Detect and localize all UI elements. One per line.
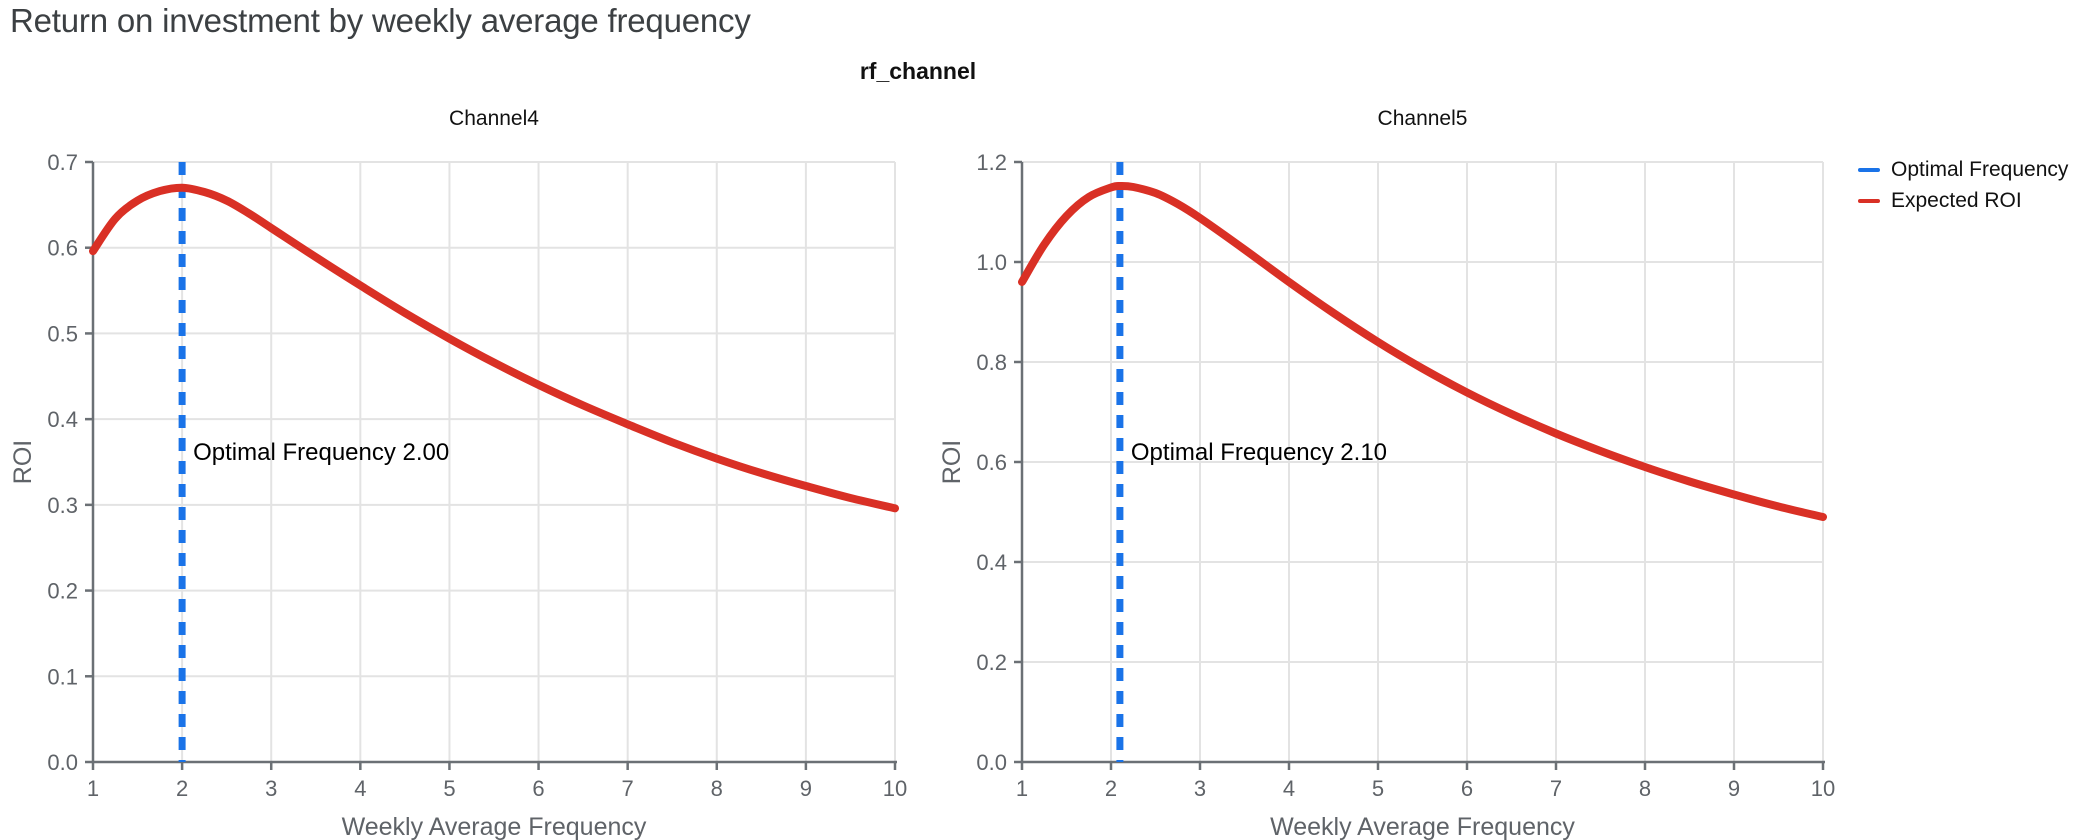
x-tick-label: 9	[1728, 776, 1740, 801]
y-tick-label: 0.7	[47, 150, 78, 175]
subplot-title: Channel4	[449, 107, 539, 130]
x-tick-label: 1	[87, 776, 99, 801]
y-tick-label: 0.2	[47, 579, 78, 604]
y-tick-label: 0.2	[976, 650, 1007, 675]
page-title: Return on investment by weekly average f…	[10, 2, 751, 39]
expected-roi-curve	[1018, 181, 1827, 521]
facet-title: rf_channel	[859, 58, 977, 84]
x-tick-label: 4	[1283, 776, 1295, 801]
x-tick-label: 10	[1811, 776, 1835, 801]
x-axis-title: Weekly Average Frequency	[342, 813, 647, 840]
subplot-Channel4: 1 2 3 4 5 6 7 8 9 10 0.0 0.1 0.2 0.3 0.4 0.5 0.6 0.7 Weekl…	[9, 107, 907, 840]
subplot-Channel5: 1 2 3 4 5 6 7 8 9 10 0.0 0.2 0.4 0.6 0.8 1.0 1.2 Weekly A…	[938, 107, 1835, 840]
subplot-title: Channel5	[1378, 107, 1468, 130]
optimal-frequency-annotation: Optimal Frequency 2.00	[193, 439, 449, 466]
y-tick-label: 0.4	[47, 407, 78, 432]
y-tick-label: 0.3	[47, 493, 78, 518]
tick-labels: 1 2 3 4 5 6 7 8 9 10 0.0 0.2 0.4 0.6 0.8 1.0 1.2	[976, 150, 1835, 801]
x-tick-label: 8	[1639, 776, 1651, 801]
x-tick-label: 4	[354, 776, 366, 801]
x-tick-label: 10	[883, 776, 907, 801]
x-tick-label: 2	[1105, 776, 1117, 801]
optimal-frequency-annotation: Optimal Frequency 2.10	[1131, 439, 1387, 466]
x-tick-label: 6	[532, 776, 544, 801]
x-tick-label: 1	[1016, 776, 1028, 801]
x-tick-label: 3	[265, 776, 277, 801]
y-axis-title: ROI	[938, 440, 966, 484]
legend-item-label: Optimal Frequency	[1891, 158, 2069, 181]
y-tick-label: 0.0	[47, 750, 78, 775]
optimal-frequency-line-icon	[1858, 168, 1880, 172]
y-tick-label: 0.6	[47, 236, 78, 261]
legend-item-optimal-frequency[interactable]: Optimal Frequency	[1858, 157, 2068, 183]
y-axis-title: ROI	[9, 440, 37, 484]
x-tick-label: 9	[800, 776, 812, 801]
y-tick-label: 0.1	[47, 664, 78, 689]
x-tick-label: 5	[1372, 776, 1384, 801]
x-tick-label: 6	[1461, 776, 1473, 801]
y-tick-label: 1.2	[976, 150, 1007, 175]
x-tick-label: 8	[711, 776, 723, 801]
legend: Optimal Frequency Expected ROI	[1858, 157, 2068, 214]
x-tick-label: 3	[1194, 776, 1206, 801]
y-tick-label: 0.8	[976, 350, 1007, 375]
y-tick-label: 0.5	[47, 321, 78, 346]
y-tick-label: 1.0	[976, 250, 1007, 275]
x-axis-title: Weekly Average Frequency	[1270, 813, 1575, 840]
x-tick-label: 2	[176, 776, 188, 801]
tick-labels: 1 2 3 4 5 6 7 8 9 10 0.0 0.1 0.2 0.3 0.4 0.5 0.6 0.7	[47, 150, 907, 801]
y-tick-label: 0.0	[976, 750, 1007, 775]
x-tick-label: 7	[622, 776, 634, 801]
expected-roi-line-icon	[1858, 199, 1880, 203]
x-tick-label: 7	[1550, 776, 1562, 801]
expected-roi-curve	[89, 183, 899, 513]
legend-item-label: Expected ROI	[1891, 189, 2022, 212]
x-tick-label: 5	[443, 776, 455, 801]
y-tick-label: 0.4	[976, 550, 1007, 575]
legend-item-expected-roi[interactable]: Expected ROI	[1858, 188, 2068, 214]
y-tick-label: 0.6	[976, 450, 1007, 475]
